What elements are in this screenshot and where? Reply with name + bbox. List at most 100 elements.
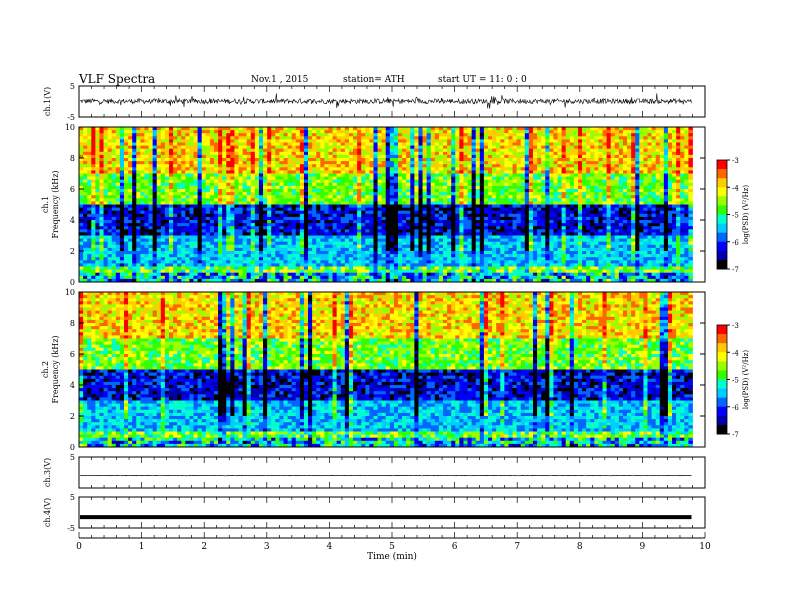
ch1-spectrogram-cell [659,130,665,134]
ch1-spectrogram-cell [479,189,485,193]
ch1-spectrogram-cell [389,192,395,196]
ch1-spectrogram-cell [189,158,194,162]
ch1-spectrogram-cell [528,176,534,181]
ch1-spectrogram-cell [659,133,665,137]
ch1-spectrogram-cell [283,210,288,215]
ch1-spectrogram-cell [459,136,464,140]
ch1-spectrogram-cell [168,198,174,202]
ch1-spectrogram-cell [197,223,203,227]
ch1-spectrogram-cell [643,216,648,221]
ch1-spectrogram-cell [659,154,665,159]
ch1-spectrogram-cell [659,170,665,174]
ch1-spectrogram-cell [79,223,84,227]
ch1-spectrogram-cell [303,213,309,218]
ch1-spectrogram-cell [516,210,522,215]
ch1-spectrogram-cell [467,151,473,156]
ch1-spectrogram-cell [340,223,346,227]
ch1-spectrogram-cell [111,226,117,230]
ch1-spectrogram-cell [295,151,301,156]
ch1-spectrogram-cell [185,161,190,165]
ch1-spectrogram-cell [222,182,227,187]
ch1-spectrogram-cell [504,189,509,193]
ch1-spectrogram-cell [598,148,603,153]
ch1-spectrogram-cell [684,182,689,187]
ch1-spectrogram-cell [451,173,456,177]
ch1-spectrogram-cell [291,164,297,168]
ch1-spectrogram-cell [303,130,309,134]
ch1-spectrogram-cell [152,176,158,181]
ch1-spectrogram-cell [549,185,554,190]
ch1-spectrogram-cell [209,195,215,199]
ch1-spectrogram-cell [410,185,415,190]
ch1-spectrogram-cell [173,167,178,171]
ch1-spectrogram-cell [189,136,194,140]
ch1-spectrogram-cell [622,223,628,227]
ch1-spectrogram-cell [140,216,145,221]
ch1-spectrogram-cell [234,201,239,205]
ch1-spectrogram-cell [193,195,199,199]
ch1-spectrogram-cell [91,220,96,224]
ch1-spectrogram-cell [250,207,256,212]
ch1-spectrogram-cell [258,213,264,218]
ch1-spectrogram-cell [316,161,321,165]
ch1-spectrogram-cell [418,151,423,156]
ch1-spectrogram-cell [573,164,579,168]
ch1-spectrogram-cell [434,210,440,215]
ch1-spectrogram-cell [635,127,640,131]
ch1-spectrogram-cell [655,133,661,137]
ch1-spectrogram-cell [639,223,644,227]
ch1-spectrogram-cell [528,173,534,177]
ch1-spectrogram-cell [471,182,477,187]
ch1-spectrogram-cell [271,207,276,212]
ch1-spectrogram-cell [303,170,309,174]
ch1-spectrogram-cell [115,158,121,162]
ch1-spectrogram-cell [164,176,170,181]
ch1-spectrogram-cell [651,158,657,162]
ch1-spectrogram-cell [177,201,182,205]
ch1-spectrogram-cell [91,210,96,215]
ch1-spectrogram-cell [627,207,632,212]
ch1-spectrogram-cell [361,204,366,208]
ch1-spectrogram-cell [688,204,693,208]
ch1-spectrogram-cell [320,179,325,184]
ch1-spectrogram-cell [181,154,186,159]
ch1-spectrogram-cell [230,182,235,187]
ch1-spectrogram-cell [561,223,567,227]
ch1-spectrogram-cell [537,195,542,199]
ch1-spectrogram-cell [545,182,550,187]
ch1-spectrogram-cell [438,158,444,162]
ch1-spectrogram-cell [557,136,562,140]
ch1-spectrogram-cell [287,204,293,208]
ch1-spectrogram-cell [500,154,505,159]
ch1-spectrogram-cell [246,127,252,131]
ch1-spectrogram-cell [353,136,358,140]
ch1-spectrogram-cell [622,164,628,168]
ch1-spectrogram-cell [463,204,468,208]
ch1-spectrogram-cell [422,151,428,156]
ch1-spectrogram-cell [492,198,497,202]
ch1-spectrogram-cell [487,223,493,227]
ch1-spectrogram-cell [299,158,305,162]
ch1-spectrogram-cell [582,148,587,153]
ch1-spectrogram-cell [422,130,428,134]
ch1-spectrogram-cell [275,226,280,230]
ch1-spectrogram-cell [344,136,350,140]
ch1-spectrogram-cell [639,127,644,131]
ch1-spectrogram-cell [627,201,632,205]
ch1-spectrogram-cell [279,198,284,202]
ch1-spectrogram-cell [271,145,276,150]
ch1-spectrogram-cell [295,226,301,230]
ch1-spectrogram-cell [418,167,423,171]
ch1-spectrogram-cell [590,127,595,131]
ch1-spectrogram-cell [381,145,387,150]
ch1-spectrogram-cell [369,189,374,193]
ch1-spectrogram-cell [590,192,595,196]
ch1-spectrogram-cell [487,189,493,193]
ch1-spectrogram-cell [590,142,595,146]
ch1-spectrogram-cell [271,136,276,140]
ch1-spectrogram-cell [328,136,333,140]
ch1-spectrogram-cell [111,189,117,193]
ch1-spectrogram-cell [344,151,350,156]
ch1-spectrogram-cell [614,148,620,153]
ch1-spectrogram-cell [582,139,587,143]
